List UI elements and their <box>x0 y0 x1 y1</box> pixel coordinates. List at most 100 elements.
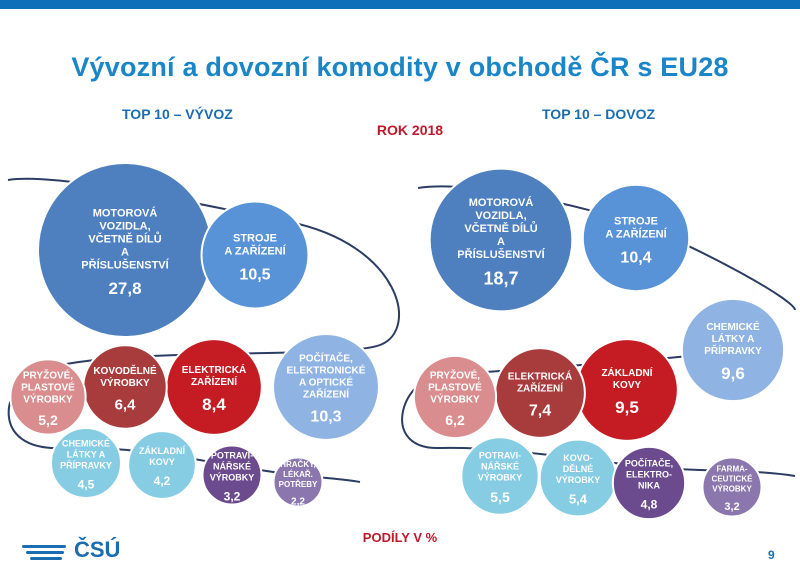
bubble-label: VČETNĚ DÍLŮ <box>464 221 537 235</box>
bubble-value: 4,8 <box>641 497 658 511</box>
bubble-label: VÝROBKY <box>556 474 601 485</box>
bubble-label: CEUTICKÉ <box>712 475 754 484</box>
bubble-label: ZAŘÍZENÍ <box>517 382 563 395</box>
bubble-label: LÉKAŘ. <box>283 470 313 479</box>
bubble <box>611 445 687 521</box>
bubble-value: 4,2 <box>154 474 171 488</box>
bubble-label: VÝROBKY <box>100 376 150 389</box>
bubble-label: ELEKTRICKÁ <box>508 370 572 383</box>
bubble-label: KOVY <box>149 457 175 467</box>
bubble-label: PŘÍSLUŠENSTVÍ <box>457 248 545 261</box>
bubble-label: A ZAŘÍZENÍ <box>605 227 667 240</box>
bubble-value: 5,2 <box>38 412 58 428</box>
bubble-label: STROJE <box>614 215 658 227</box>
bubble-value: 6,2 <box>445 412 465 428</box>
bubble-value: 9,6 <box>721 364 745 383</box>
bubble <box>581 183 691 293</box>
bubble-value: 6,4 <box>115 396 137 413</box>
bubble <box>127 430 197 500</box>
bubble-label: LÁTKY A <box>67 449 106 459</box>
top-accent-bar <box>0 0 800 9</box>
bubble-label: FARMA- <box>716 465 747 474</box>
bubble-label: POTRAVI- <box>479 450 521 460</box>
bubble <box>412 354 498 440</box>
year-label: ROK 2018 <box>376 122 444 138</box>
bubble-label: ZAŘÍZENÍ <box>303 388 349 401</box>
bubble-label: PLASTOVÉ <box>21 381 75 394</box>
bubble <box>9 358 87 436</box>
bubble-label: PŘÍSLUŠENSTVÍ <box>81 258 169 271</box>
bubble-value: 3,2 <box>224 489 241 503</box>
logo-text: ČSÚ <box>74 537 121 562</box>
bubble <box>49 426 123 500</box>
bubble-label: A <box>121 246 129 258</box>
bubble-label: MOTOROVÁ <box>93 206 158 219</box>
bubble-label: A OPTICKÉ <box>299 376 353 389</box>
csu-logo: ČSÚ <box>22 537 120 565</box>
bubble-label: VÝROBKY <box>478 471 523 482</box>
page-title: Vývozní a dovozní komodity v obchodě ČR … <box>71 52 729 82</box>
bubble-label: VOZIDLA, <box>99 220 150 232</box>
bubble-label: HRAČKY, <box>280 460 316 469</box>
bubble <box>680 297 786 403</box>
bubble-label: POTRAVI- <box>211 450 253 460</box>
bubble <box>201 444 263 506</box>
import-subtitle: TOP 10 – DOVOZ <box>542 106 656 122</box>
bubble-label: POTŘEBY <box>279 480 318 489</box>
bubble-label: VČETNĚ DÍLŮ <box>88 231 161 245</box>
bubble-label: ELEKTRICKÁ <box>182 363 246 376</box>
bubble-value: 27,8 <box>108 279 141 298</box>
bubble-label: VÝROBKY <box>210 471 255 482</box>
bubble-label: VÝROBKY <box>430 393 480 406</box>
bubble-label: CHEMICKÉ <box>62 438 110 448</box>
bubble-label: POČÍTAČE, <box>299 352 353 365</box>
bubble-value: 18,7 <box>483 268 518 288</box>
bubble-label: CHEMICKÉ <box>706 320 760 333</box>
bubble-label: ZÁKLADNÍ <box>601 366 652 379</box>
bubble-value: 10,5 <box>239 266 270 283</box>
bubble <box>701 456 763 518</box>
bubble-value: 9,5 <box>615 398 639 417</box>
bubble-label: A ZAŘÍZENÍ <box>224 244 286 257</box>
bubble-label: KOVY <box>613 380 642 391</box>
bubble-label: LÁTKY A <box>712 332 755 345</box>
bubble <box>272 333 380 441</box>
page-number: 9 <box>768 548 775 562</box>
bubble-label: NIKA <box>638 480 660 490</box>
footer-label: PODÍLY V % <box>362 530 438 545</box>
bubble-label: ZAŘÍZENÍ <box>191 375 237 388</box>
bubble-label: A <box>497 236 505 248</box>
bubble-label: VOZIDLA, <box>475 210 526 222</box>
bubble-label: MOTOROVÁ <box>469 196 534 209</box>
bubble <box>200 200 310 310</box>
bubble-value: 3,2 <box>724 501 739 513</box>
bubble-label: VÝROBKY <box>712 485 752 494</box>
bubble-label: STROJE <box>233 232 277 244</box>
bubble-value: 8,4 <box>202 395 226 414</box>
bubble-label: PŘÍPRAVKY <box>704 344 762 357</box>
bubble-label: ELEKTRONICKÉ <box>287 364 366 377</box>
bubble-value: 7,4 <box>529 403 551 420</box>
logo-stripe <box>26 551 64 554</box>
bubble-label: ZÁKLADNÍ <box>139 446 185 456</box>
export-subtitle: TOP 10 – VÝVOZ <box>122 106 233 122</box>
logo-stripe <box>22 545 66 548</box>
bubble <box>428 167 574 313</box>
bubble-label: KOVODĚLNÉ <box>93 364 157 377</box>
bubble-value: 10,4 <box>620 249 651 266</box>
bubble-value: 4,5 <box>78 477 95 491</box>
bubble-label: PLASTOVÉ <box>428 381 482 394</box>
bubble-label: PŘÍPRAVKY <box>60 459 112 470</box>
bubble-label: POČÍTAČE, <box>625 457 673 468</box>
logo-stripe <box>30 557 62 560</box>
bubble <box>272 456 324 508</box>
bubble-label: VÝROBKY <box>23 393 73 406</box>
bubble-label: ELEKTRO- <box>626 469 672 479</box>
bubble-label: PRYŽOVÉ, <box>430 369 480 382</box>
bubble-label: KOVO- <box>563 453 593 463</box>
bubble-value: 10,3 <box>310 409 341 426</box>
bubble-label: DĚLNÉ <box>563 463 594 474</box>
bubble-label: NÁŘSKÉ <box>213 460 251 471</box>
